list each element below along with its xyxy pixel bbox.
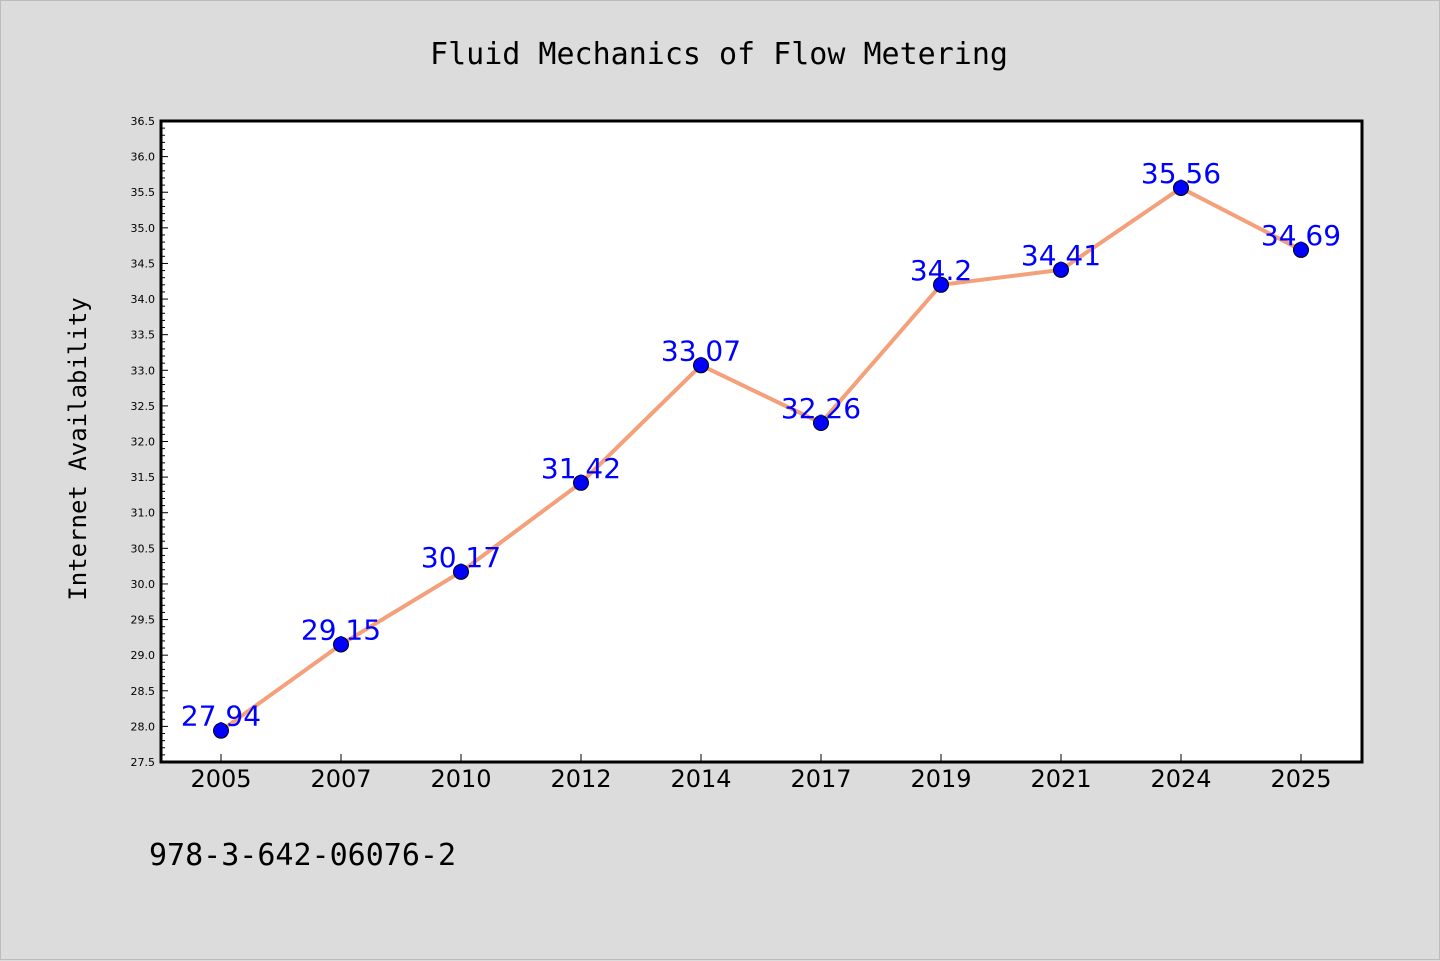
data-point [813, 414, 829, 431]
data-label: 29.15 [301, 613, 381, 646]
footnote-isbn: 978-3-642-06076-2 [149, 838, 456, 873]
data-label: 34.41 [1021, 239, 1101, 272]
x-tick-label: 2005 [190, 765, 251, 793]
y-tick-label: 27.5 [131, 756, 156, 769]
data-point [213, 722, 229, 739]
y-axis-ticks: 27.5 28.0 28.5 29.0 29.5 30.0 30.5 31.0 31.5 32.0… [131, 115, 168, 769]
data-label: 34.69 [1261, 219, 1341, 252]
x-tick-label: 2014 [670, 765, 731, 793]
y-tick-label: 34.5 [131, 257, 156, 270]
data-point [1053, 261, 1069, 278]
data-label: 35.56 [1141, 157, 1221, 190]
y-axis-label: Internet Availability [64, 297, 92, 600]
y-tick-label: 31.0 [131, 507, 156, 520]
data-label: 27.94 [181, 700, 261, 733]
x-tick-label: 2012 [550, 765, 611, 793]
data-point [1293, 241, 1309, 258]
x-tick-label: 2025 [1270, 765, 1331, 793]
y-tick-label: 32.0 [131, 436, 156, 449]
x-tick-label: 2017 [790, 765, 851, 793]
x-tick-label: 2007 [310, 765, 371, 793]
chart-title: Fluid Mechanics of Flow Metering [430, 37, 1008, 72]
data-label: 34.2 [910, 254, 972, 287]
data-point [1173, 179, 1189, 196]
y-tick-label: 33.5 [131, 329, 156, 342]
series-layer [213, 179, 1309, 739]
plot-area [159, 119, 1364, 764]
data-label: 31.42 [541, 452, 621, 485]
data-label: 33.07 [661, 334, 741, 367]
y-tick-label: 32.5 [131, 400, 156, 413]
data-point [333, 636, 349, 653]
data-label-layer: 27.94 29.15 30.17 31.42 33.07 32.26 34.2 34.41 3… [181, 157, 1341, 733]
y-tick-label: 36.0 [131, 151, 156, 164]
y-tick-label: 34.0 [131, 293, 156, 306]
y-tick-label: 30.0 [131, 578, 156, 591]
y-tick-label: 31.5 [131, 471, 156, 484]
series-line [219, 185, 1303, 733]
x-tick-label: 2024 [1150, 765, 1211, 793]
y-tick-label: 30.5 [131, 542, 156, 555]
y-tick-label: 33.0 [131, 364, 156, 377]
y-tick-label: 29.0 [131, 649, 156, 662]
data-point [453, 563, 469, 580]
data-point [573, 474, 589, 491]
x-tick-label: 2010 [430, 765, 491, 793]
y-tick-label: 28.5 [131, 685, 156, 698]
y-tick-label: 29.5 [131, 614, 156, 627]
data-point [933, 276, 949, 293]
y-tick-label: 28.0 [131, 720, 156, 733]
y-tick-label: 35.0 [131, 222, 156, 235]
data-label: 32.26 [781, 392, 861, 425]
x-tick-label: 2021 [1030, 765, 1091, 793]
x-axis-ticks: 2005 2007 2010 2012 2014 2017 2019 2021 2024 2025 [190, 754, 1332, 793]
y-tick-label: 35.5 [131, 186, 156, 199]
data-label: 30.17 [421, 541, 501, 574]
data-point [693, 357, 709, 374]
y-tick-label: 36.5 [131, 115, 156, 128]
x-tick-label: 2019 [910, 765, 971, 793]
